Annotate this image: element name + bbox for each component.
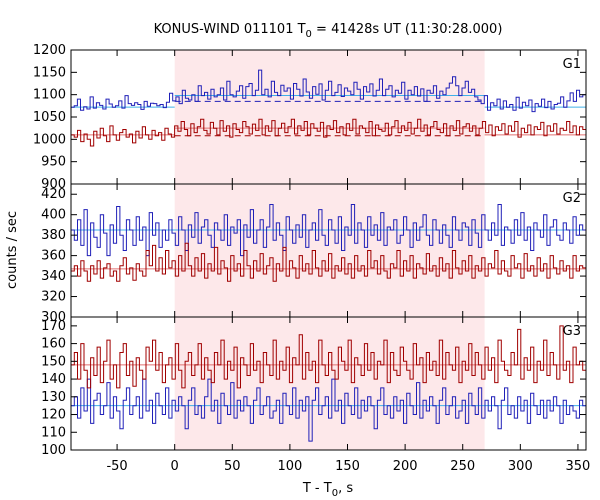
panel-label: G3 bbox=[563, 324, 581, 339]
y-tick-label: 130 bbox=[41, 390, 66, 405]
y-tick-label: 110 bbox=[41, 425, 66, 440]
x-tick-label: 0 bbox=[171, 459, 179, 474]
y-tick-label: 320 bbox=[41, 290, 66, 305]
y-tick-label: 1200 bbox=[33, 43, 66, 58]
y-tick-label: 140 bbox=[41, 372, 66, 387]
x-tick-label: -50 bbox=[106, 459, 127, 474]
y-tick-label: 900 bbox=[41, 177, 66, 192]
series-red-step-line bbox=[71, 118, 586, 147]
y-tick-label: 1050 bbox=[33, 110, 66, 125]
x-axis-label: T - T0, s bbox=[302, 481, 353, 499]
y-tick-label: 340 bbox=[41, 269, 66, 284]
interval-highlight bbox=[174, 317, 485, 450]
y-tick-label: 160 bbox=[41, 337, 66, 352]
panel-label: G1 bbox=[563, 57, 581, 72]
y-tick-label: 170 bbox=[41, 319, 66, 334]
y-tick-label: 400 bbox=[41, 208, 66, 223]
y-tick-label: 100 bbox=[41, 443, 66, 458]
x-tick-label: 250 bbox=[450, 459, 475, 474]
y-tick-label: 120 bbox=[41, 408, 66, 423]
y-tick-label: 1000 bbox=[33, 132, 66, 147]
y-tick-label: 1100 bbox=[33, 88, 66, 103]
x-tick-label: 300 bbox=[508, 459, 533, 474]
series-red-step-line bbox=[71, 325, 586, 389]
x-tick-label: 200 bbox=[393, 459, 418, 474]
x-tick-label: 50 bbox=[224, 459, 241, 474]
y-tick-label: 420 bbox=[41, 187, 66, 202]
series-blue-step-line bbox=[71, 69, 586, 113]
panels-group: 90095010001050110011501200G1300320340360… bbox=[33, 43, 590, 474]
panel-g3: 100 110 120 130 140 150 160 170 -50 0 50 100 150 200 2… bbox=[41, 316, 591, 474]
y-axis-label: counts / sec bbox=[5, 211, 20, 289]
y-tick-label: 150 bbox=[41, 354, 66, 369]
interval-highlight bbox=[174, 184, 485, 317]
interval-highlight bbox=[174, 50, 485, 184]
y-tick-label: 380 bbox=[41, 228, 66, 243]
y-tick-label: 360 bbox=[41, 249, 66, 264]
series-blue-step-line bbox=[71, 204, 586, 257]
series-blue-step-line bbox=[71, 378, 586, 442]
panel-g1: 900 950 1000 1050 1100 1150 1200 G1 bbox=[33, 43, 587, 192]
chart-title: KONUS-WIND 011101 T0 = 41428s UT (11:30:… bbox=[154, 22, 503, 40]
panel-label: G2 bbox=[563, 191, 581, 206]
x-axis-label-subscript: 0 bbox=[332, 488, 338, 499]
series-red-step-line bbox=[71, 242, 586, 282]
y-tick-label: 1150 bbox=[33, 65, 66, 80]
panel-g2: 300 320 340 360 380 400 420 G2 bbox=[41, 183, 587, 325]
y-tick-label: 300 bbox=[41, 310, 66, 325]
chart-title-subscript: 0 bbox=[306, 29, 312, 40]
x-tick-label: 350 bbox=[566, 459, 591, 474]
x-tick-label: 150 bbox=[335, 459, 360, 474]
y-tick-label: 950 bbox=[41, 155, 66, 170]
x-tick-label: 100 bbox=[277, 459, 302, 474]
panel-frame bbox=[70, 316, 587, 451]
